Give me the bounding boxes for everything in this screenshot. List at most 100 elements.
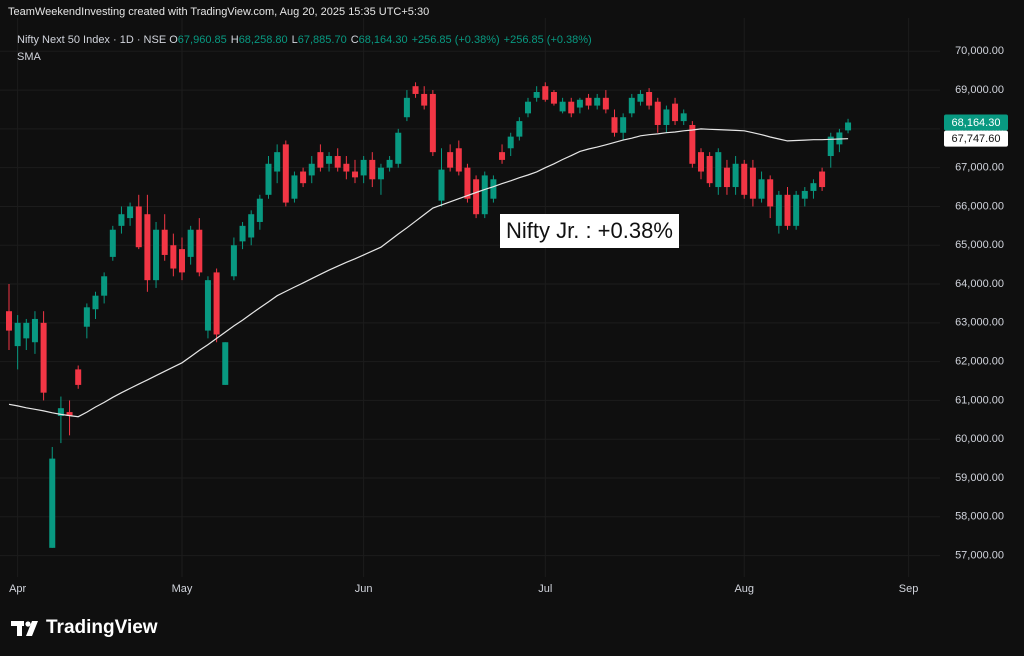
change: +256.85 (+0.38%) — [411, 34, 500, 46]
candle-body — [127, 206, 134, 219]
y-tick-label: 67,000.00 — [955, 162, 1004, 174]
candle-body — [144, 214, 151, 281]
candle-body — [680, 113, 687, 122]
candle-body — [282, 144, 289, 203]
candle-body — [637, 93, 644, 102]
candle-body — [291, 175, 298, 199]
x-tick-label: Jun — [355, 583, 373, 595]
candle-body — [576, 99, 583, 108]
candle-body — [179, 249, 185, 273]
annotation: Nifty Jr. : +0.38% — [500, 214, 679, 248]
candle-body — [326, 156, 333, 164]
candle-body — [230, 245, 237, 277]
y-tick-label: 69,000.00 — [955, 84, 1004, 96]
candle-body — [525, 101, 531, 114]
candle-body — [118, 214, 125, 226]
candle-body — [66, 412, 73, 416]
candle-body — [14, 322, 21, 347]
candle-body — [6, 311, 12, 331]
candle-body — [360, 159, 367, 176]
symbol: Nifty Next 50 Index · 1D · NSE — [17, 34, 167, 46]
candle-body — [256, 198, 263, 222]
candle-body — [767, 179, 774, 207]
price-marker-label: 68,164.30 — [952, 117, 1001, 129]
y-tick-label: 66,000.00 — [955, 200, 1004, 212]
candle-body — [620, 117, 627, 133]
candle-body — [594, 97, 601, 106]
candle-body — [602, 97, 609, 110]
candle-body — [377, 167, 384, 180]
y-tick-label: 60,000.00 — [955, 433, 1004, 445]
candle-body — [334, 156, 341, 168]
candle-body — [481, 175, 488, 215]
symbol-legend: Nifty Next 50 Index · 1D · NSE O67,960.8… — [17, 34, 596, 46]
logo-shape — [25, 621, 31, 627]
candle-body — [845, 122, 852, 131]
candle-body — [92, 295, 99, 310]
ohlc-value: 67,885.70 — [297, 34, 347, 46]
price-marker — [944, 114, 1008, 131]
candle-body — [352, 171, 358, 178]
candle-body — [455, 148, 462, 172]
candle-body — [672, 103, 679, 122]
candle-body — [222, 342, 229, 385]
y-tick-label: 61,000.00 — [955, 394, 1004, 406]
x-tick-label: May — [172, 583, 193, 595]
candle-body — [395, 132, 402, 164]
candle-body — [265, 163, 272, 195]
candle-body — [723, 167, 730, 188]
price-marker-label: 67,747.60 — [952, 133, 1001, 145]
candle-body — [559, 101, 566, 112]
candle-body — [170, 245, 177, 269]
candle-body — [153, 229, 160, 281]
candle-body — [31, 318, 38, 343]
candle-body — [248, 214, 255, 238]
candle-body — [239, 225, 246, 242]
y-tick-label: 63,000.00 — [955, 317, 1004, 329]
candle-body — [421, 93, 428, 106]
y-tick-label: 59,000.00 — [955, 472, 1004, 484]
candle-body — [300, 171, 307, 184]
x-tick-label: Sep — [899, 583, 919, 595]
candle-body — [464, 167, 471, 199]
candle-body — [369, 159, 376, 180]
candle-body — [213, 272, 220, 335]
candle-body — [516, 121, 523, 137]
candle-body — [23, 322, 30, 339]
candle-body — [646, 92, 653, 106]
attribution: TeamWeekendInvesting created with Tradin… — [8, 6, 430, 18]
candle-body — [628, 97, 635, 114]
candle-body — [135, 206, 142, 248]
ohlc-key: H — [230, 34, 239, 46]
ohlc-value: 68,164.30 — [358, 34, 408, 46]
candle-body — [490, 179, 497, 199]
logo-text: TradingView — [46, 617, 158, 638]
candle-body — [663, 109, 670, 125]
tv-logo-mark — [11, 621, 38, 636]
candle-body — [75, 369, 82, 385]
candle-body — [386, 159, 393, 168]
candle-body — [308, 163, 315, 176]
candle-body — [473, 179, 480, 215]
candle-body — [101, 276, 108, 296]
y-tick-label: 57,000.00 — [955, 550, 1004, 562]
candle-body — [317, 152, 324, 168]
candle-body — [784, 194, 791, 226]
candle-body — [57, 408, 64, 416]
candle-body — [161, 229, 168, 255]
candle-body — [196, 229, 203, 273]
candle-body — [533, 92, 540, 98]
candle-body — [749, 167, 756, 199]
candle-body — [429, 93, 436, 153]
grid — [0, 18, 940, 577]
candle-body — [715, 152, 722, 188]
logo-shape — [17, 621, 22, 636]
y-tick-label: 65,000.00 — [955, 239, 1004, 251]
candle-body — [611, 117, 618, 133]
candle-body — [654, 101, 661, 125]
sma-line — [8, 128, 849, 418]
logo-shape — [26, 621, 38, 636]
candle-body — [274, 152, 281, 172]
candle-body — [706, 156, 713, 184]
